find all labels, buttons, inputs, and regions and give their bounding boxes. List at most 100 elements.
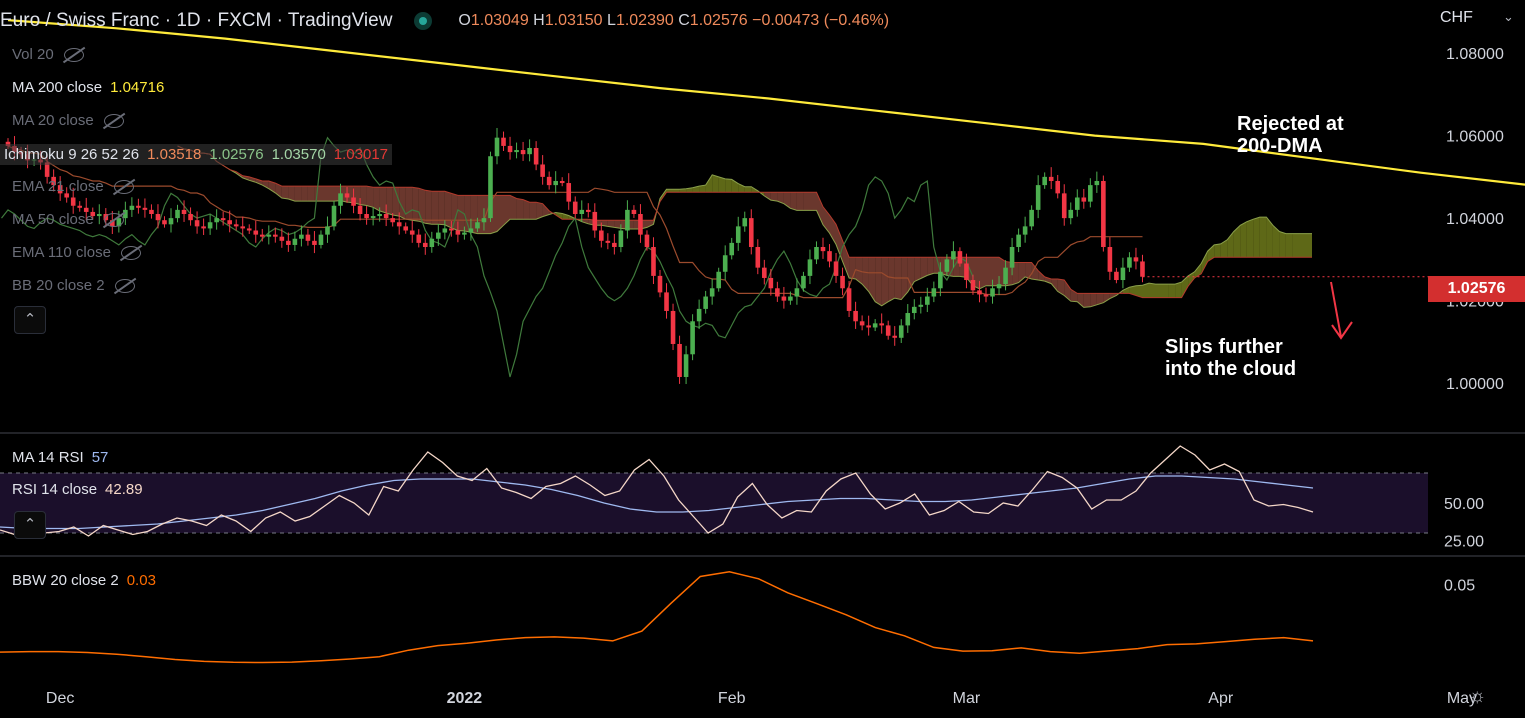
cloud-segment	[1083, 293, 1091, 308]
cloud-segment	[875, 257, 882, 306]
cloud-segment	[1018, 262, 1026, 283]
candle-body	[722, 255, 728, 272]
candle-body	[1016, 234, 1021, 248]
cloud-segment	[288, 186, 295, 202]
legend-bbw[interactable]: BBW 20 close 2 0.03	[12, 572, 156, 589]
candle-body	[872, 323, 878, 328]
hidden-eye-icon[interactable]	[103, 212, 124, 227]
candle	[233, 219, 239, 231]
candle-body	[683, 354, 689, 377]
candle-body	[442, 228, 448, 233]
candle	[83, 197, 89, 221]
legend-ma20[interactable]: MA 20 close	[12, 112, 124, 129]
legend-rsi[interactable]: RSI 14 close 42.89	[12, 481, 143, 498]
cloud-segment	[542, 203, 550, 217]
cloud-segment	[425, 190, 432, 225]
cloud-segment	[647, 220, 654, 228]
hidden-eye-icon[interactable]	[120, 245, 141, 260]
candle-body	[253, 230, 259, 235]
candle	[475, 217, 480, 233]
cloud-segment	[699, 185, 706, 193]
candle-body	[827, 251, 832, 262]
y-tick-label: 1.00000	[1446, 376, 1504, 393]
gear-icon[interactable]: ☼	[1468, 685, 1487, 707]
candle	[735, 216, 741, 251]
candle-body	[996, 284, 1002, 289]
candle-body	[357, 205, 363, 214]
candle	[657, 270, 663, 298]
candle-body	[90, 211, 96, 217]
candle-body	[390, 218, 395, 223]
currency-selector[interactable]: CHF	[1440, 9, 1473, 26]
candle-body	[898, 325, 904, 338]
legend-ema110[interactable]: EMA 110 close	[12, 244, 141, 261]
hidden-eye-icon[interactable]	[103, 113, 124, 128]
candle-body	[801, 275, 806, 289]
candle-body	[1022, 226, 1028, 235]
candle-body	[181, 209, 187, 214]
legend-vol[interactable]: Vol 20	[12, 46, 84, 63]
candle-body	[918, 304, 924, 307]
candle	[951, 241, 956, 268]
candle	[1035, 175, 1041, 219]
legend-ma50[interactable]: MA 50 close	[12, 211, 124, 228]
candle-body	[1101, 180, 1106, 248]
hidden-eye-icon[interactable]	[113, 179, 134, 194]
candle	[214, 209, 219, 230]
candle-body	[1114, 271, 1119, 281]
candle	[175, 204, 180, 223]
cloud-segment	[601, 220, 608, 227]
candle	[436, 224, 441, 246]
collapse-rsi-legend-button[interactable]: ⌃	[14, 511, 46, 539]
cloud-segment	[379, 187, 387, 213]
candle-body	[214, 218, 219, 223]
candle-body	[338, 193, 343, 206]
candle	[1140, 254, 1145, 283]
candle-body	[1127, 257, 1132, 268]
cloud-segment	[673, 189, 680, 193]
candle	[96, 204, 102, 225]
cloud-segment	[933, 257, 941, 274]
legend-ma200[interactable]: MA 200 close 1.04716	[12, 79, 165, 96]
cloud-segment	[503, 195, 510, 226]
hidden-eye-icon[interactable]	[114, 278, 135, 293]
cloud-segment	[1012, 262, 1019, 285]
cloud-segment	[457, 195, 465, 231]
candle-body	[286, 240, 291, 245]
candle	[540, 155, 545, 185]
x-tick-label: Mar	[953, 690, 981, 707]
candle	[970, 274, 976, 295]
candle	[416, 229, 422, 248]
collapse-legend-button[interactable]: ⌃	[14, 306, 46, 334]
candle-body	[331, 205, 337, 227]
candle-body	[677, 343, 682, 377]
legend-bb[interactable]: BB 20 close 2	[12, 277, 135, 294]
cloud-segment	[777, 192, 784, 204]
candle-body	[579, 209, 585, 214]
candle-body	[794, 288, 800, 297]
candle-body	[964, 263, 969, 281]
candle	[266, 225, 272, 245]
symbol-title[interactable]: Euro / Swiss Franc · 1D · FXCM · Trading…	[0, 10, 393, 31]
candle-body	[514, 150, 519, 153]
candle-body	[742, 218, 748, 227]
cloud-segment	[1142, 283, 1149, 298]
candle	[1094, 171, 1100, 193]
cloud-segment	[607, 220, 615, 228]
candle	[325, 216, 330, 243]
candle	[827, 244, 832, 268]
candle	[801, 271, 806, 292]
candle	[57, 176, 63, 201]
candle-body	[207, 222, 213, 229]
hidden-eye-icon[interactable]	[63, 47, 84, 62]
legend-rsi-ma[interactable]: MA 14 RSI 57	[12, 449, 109, 466]
candle	[70, 187, 76, 214]
candle	[990, 279, 995, 304]
candle	[638, 204, 643, 243]
candle-body	[1140, 261, 1145, 277]
candle	[820, 237, 826, 259]
cloud-segment	[1064, 280, 1071, 302]
chevron-down-icon[interactable]: ⌄	[1503, 9, 1514, 24]
legend-ichimoku[interactable]: Ichimoku 9 26 52 26 1.03518 1.02576 1.03…	[0, 144, 393, 165]
legend-ema21[interactable]: EMA 21 close	[12, 178, 134, 195]
